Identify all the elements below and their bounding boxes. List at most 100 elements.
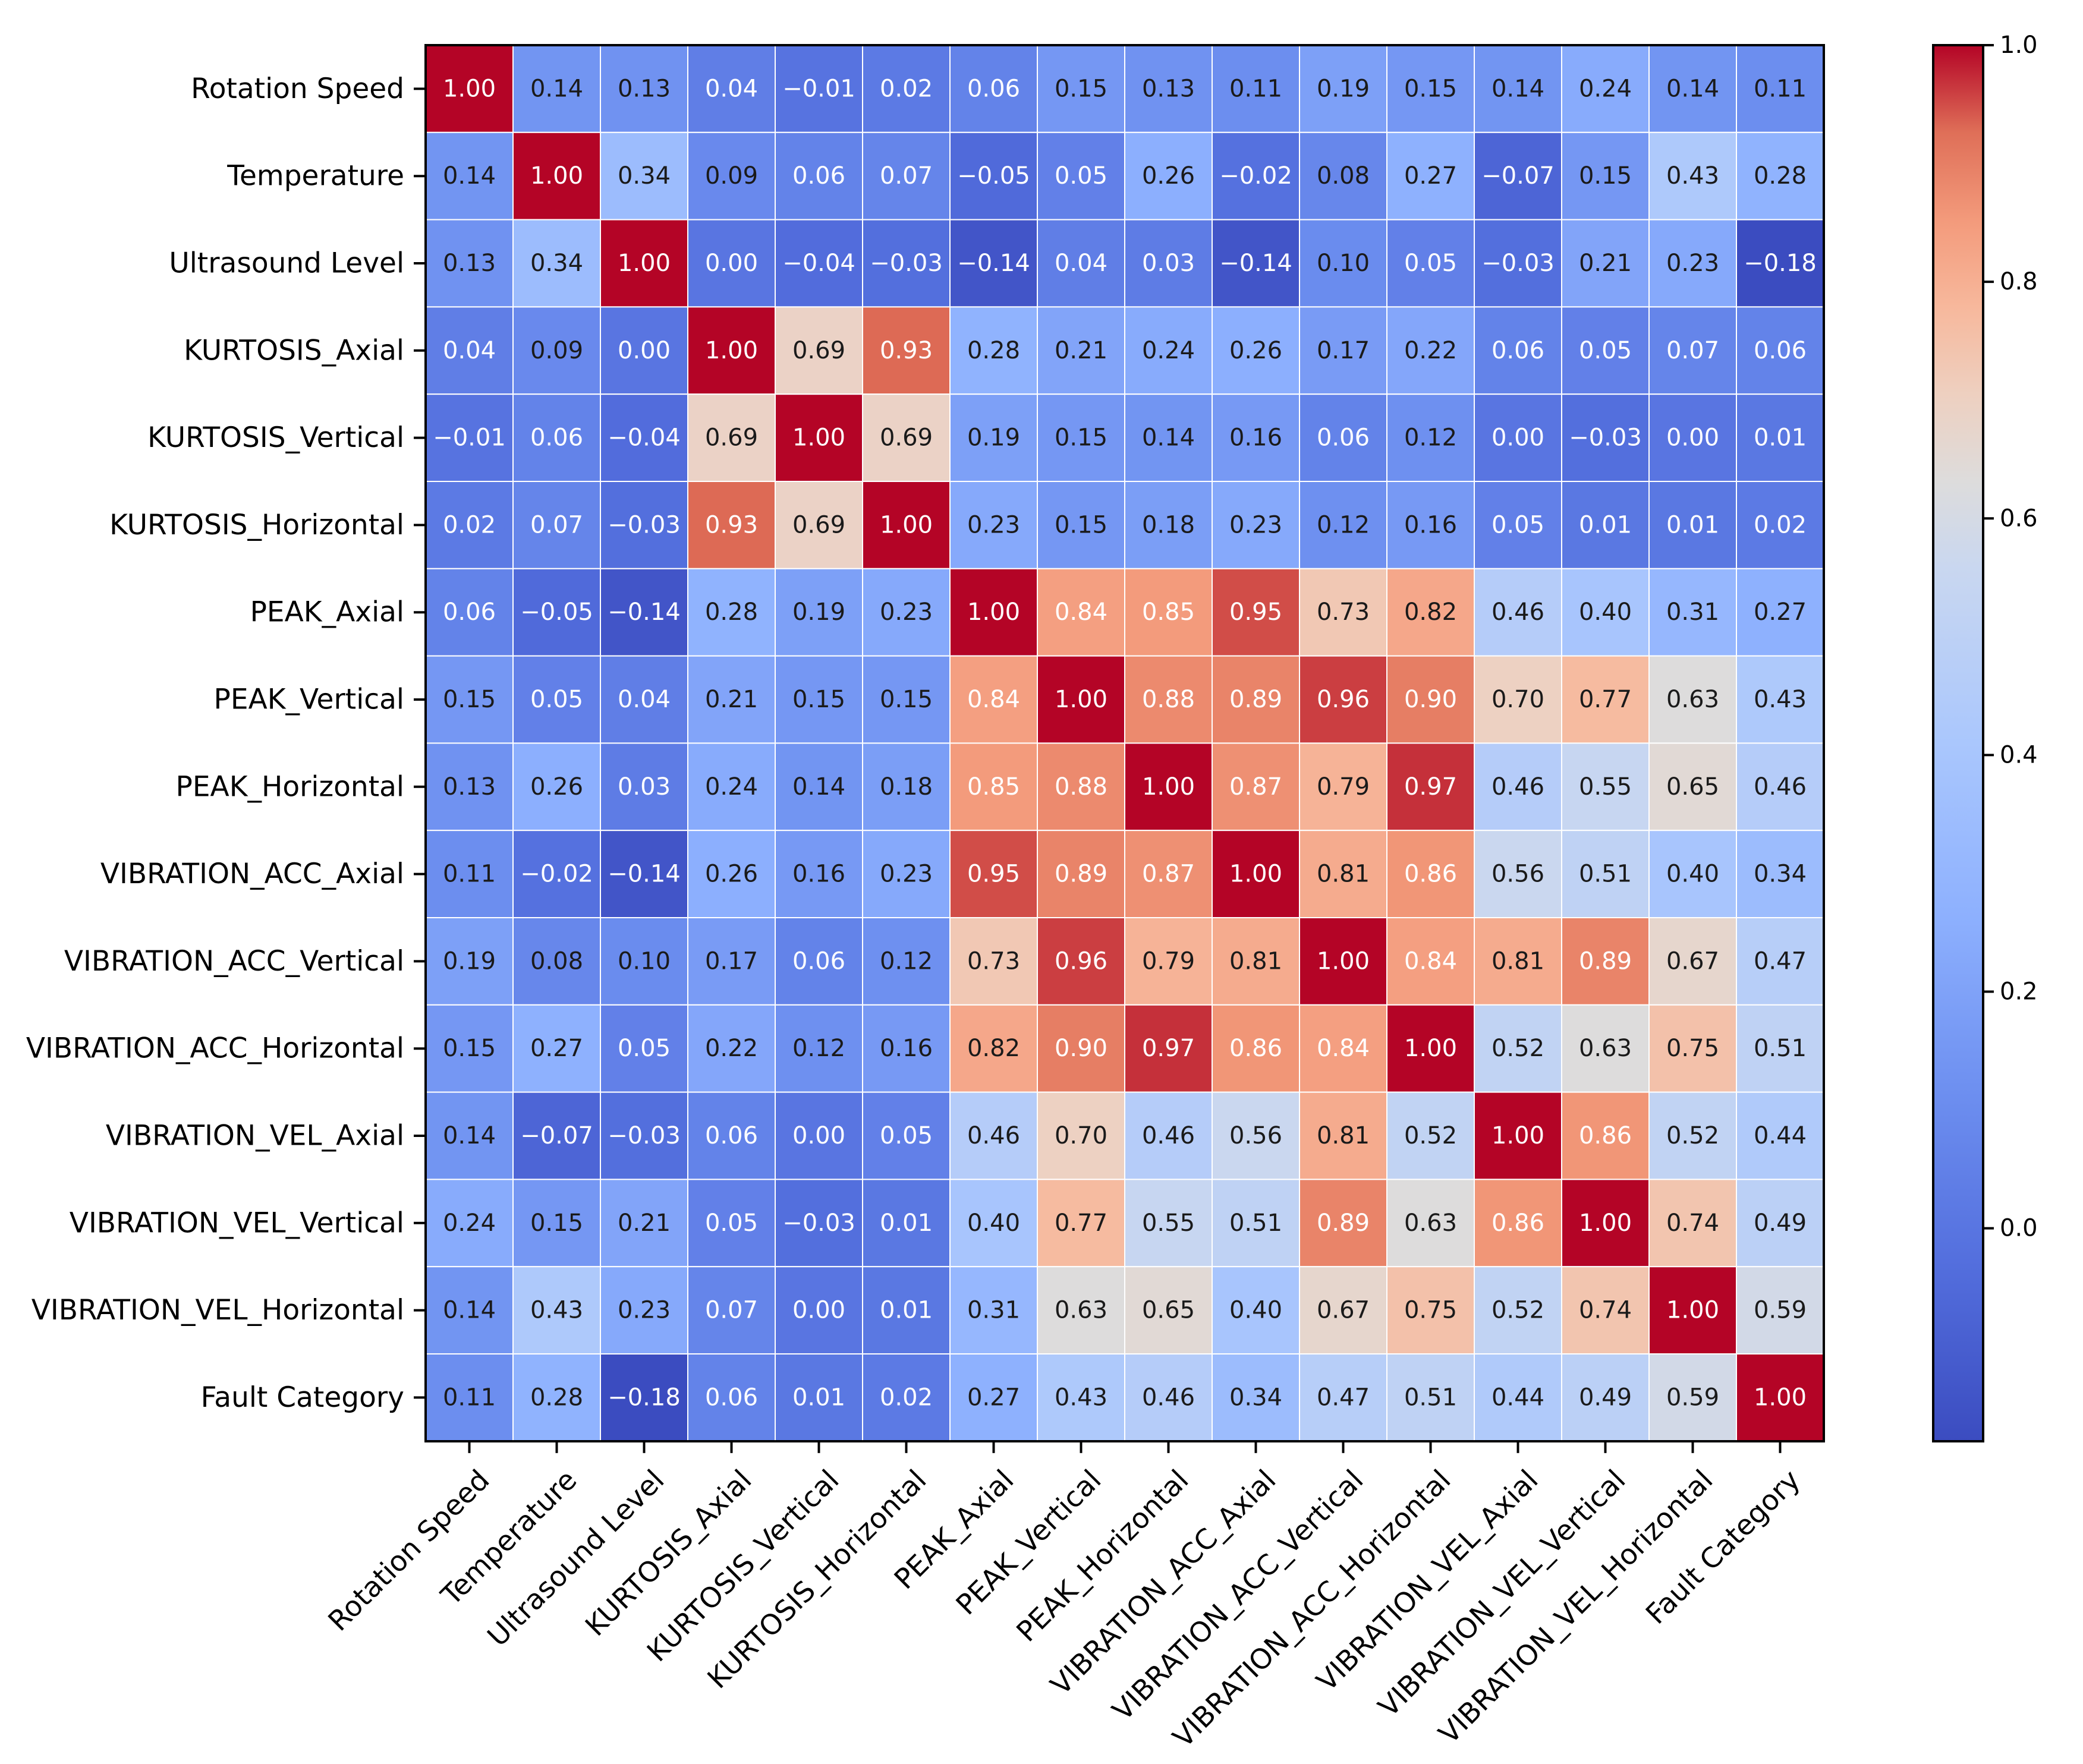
heatmap-value-r2-c2: 1.00 <box>618 250 671 277</box>
heatmap-cell-r10-c2 <box>600 917 688 1006</box>
heatmap-value-r0-c10: 0.19 <box>1317 75 1370 102</box>
heatmap-value-r6-c2: −0.14 <box>608 598 681 626</box>
heatmap-cell-r2-c5 <box>862 219 951 308</box>
heatmap-value-r2-c3: 0.00 <box>705 250 758 277</box>
heatmap-value-r14-c13: 0.74 <box>1579 1297 1632 1324</box>
heatmap-cell-r10-c1 <box>512 917 601 1006</box>
heatmap-value-r1-c15: 0.28 <box>1754 162 1807 190</box>
heatmap-value-r9-c13: 0.51 <box>1579 861 1632 888</box>
heatmap-value-r10-c4: 0.06 <box>792 947 845 975</box>
heatmap-cell-r10-c5 <box>862 917 951 1006</box>
heatmap-value-r2-c13: 0.21 <box>1579 250 1632 277</box>
heatmap-cell-r11-c5 <box>862 1004 951 1093</box>
heatmap-cell-r7-c11 <box>1386 655 1475 744</box>
heatmap-cell-r5-c1 <box>512 481 601 569</box>
heatmap-cell-r4-c2 <box>600 393 688 483</box>
heatmap-cell-r9-c15 <box>1736 830 1824 918</box>
heatmap-value-r4-c0: −0.01 <box>433 424 506 452</box>
heatmap-cell-r13-c3 <box>687 1179 776 1268</box>
heatmap-value-r2-c15: −0.18 <box>1744 250 1817 277</box>
heatmap-value-r8-c0: 0.13 <box>443 773 496 801</box>
heatmap-value-r14-c5: 0.01 <box>880 1297 933 1324</box>
heatmap-cell-r2-c6 <box>949 219 1038 308</box>
heatmap-cell-r12-c2 <box>600 1091 688 1180</box>
heatmap-value-r9-c8: 0.87 <box>1142 861 1195 888</box>
heatmap-value-r12-c11: 0.52 <box>1404 1122 1457 1149</box>
heatmap-value-r9-c6: 0.95 <box>967 861 1020 888</box>
heatmap-cell-r6-c5 <box>862 568 951 657</box>
heatmap-value-r9-c1: −0.02 <box>520 861 593 888</box>
heatmap-cell-r10-c0 <box>425 917 514 1006</box>
heatmap-cell-r0-c12 <box>1474 45 1562 133</box>
heatmap-cell-r6-c15 <box>1736 568 1824 657</box>
y-tick-label-vibration-acc-horizontal: VIBRATION_ACC_Horizontal <box>26 1032 404 1065</box>
heatmap-value-r3-c10: 0.17 <box>1317 337 1370 364</box>
heatmap-value-r12-c10: 0.81 <box>1317 1122 1370 1149</box>
heatmap-value-r11-c12: 0.52 <box>1492 1035 1544 1062</box>
heatmap-value-r14-c7: 0.63 <box>1055 1297 1107 1324</box>
heatmap-value-r3-c6: 0.28 <box>967 337 1020 364</box>
heatmap-value-r3-c15: 0.06 <box>1754 337 1807 364</box>
heatmap-cell-r13-c5 <box>862 1179 951 1268</box>
heatmap-value-r15-c2: −0.18 <box>608 1384 681 1411</box>
heatmap-value-r12-c2: −0.03 <box>608 1122 681 1149</box>
heatmap-cell-r13-c2 <box>600 1179 688 1268</box>
y-tick-label-vibration-vel-vertical: VIBRATION_VEL_Vertical <box>70 1207 404 1239</box>
heatmap-cell-r12-c15 <box>1736 1091 1824 1180</box>
heatmap-cell-r0-c9 <box>1212 45 1300 133</box>
heatmap-cell-r12-c6 <box>949 1091 1038 1180</box>
heatmap-value-r14-c11: 0.75 <box>1404 1297 1457 1324</box>
heatmap-cell-r3-c0 <box>425 306 514 395</box>
heatmap-cell-r4-c4 <box>775 393 863 483</box>
heatmap-cell-r12-c11 <box>1386 1091 1475 1180</box>
heatmap-value-r6-c11: 0.82 <box>1404 598 1457 626</box>
heatmap-value-r10-c7: 0.96 <box>1055 947 1107 975</box>
heatmap-cell-r8-c14 <box>1648 742 1737 831</box>
heatmap-value-r9-c11: 0.86 <box>1404 861 1457 888</box>
heatmap-cell-r3-c1 <box>512 306 601 395</box>
heatmap-value-r10-c14: 0.67 <box>1666 947 1719 975</box>
heatmap-value-r12-c1: −0.07 <box>520 1122 593 1149</box>
heatmap-value-r11-c0: 0.15 <box>443 1035 496 1062</box>
heatmap-value-r12-c6: 0.46 <box>967 1122 1020 1149</box>
heatmap-value-r9-c14: 0.40 <box>1666 861 1719 888</box>
heatmap-value-r4-c12: 0.00 <box>1492 424 1544 452</box>
heatmap-value-r0-c15: 0.11 <box>1754 75 1807 102</box>
heatmap-value-r11-c14: 0.75 <box>1666 1035 1719 1062</box>
heatmap-cell-r2-c12 <box>1474 219 1562 308</box>
heatmap-cell-r9-c2 <box>600 830 688 918</box>
y-axis: Rotation Speed Temperature Ultrasound Leve… <box>26 73 426 1414</box>
y-tick-label-kurtosis-axial: KURTOSIS_Axial <box>184 334 404 367</box>
heatmap-value-r7-c1: 0.05 <box>530 686 583 713</box>
heatmap-cell-r3-c7 <box>1037 306 1125 395</box>
heatmap-cell-r9-c11 <box>1386 830 1475 918</box>
heatmap-cell-r5-c14 <box>1648 481 1737 569</box>
heatmap-cell-r11-c0 <box>425 1004 514 1093</box>
heatmap-value-r14-c14: 1.00 <box>1666 1297 1719 1324</box>
heatmap-cell-r6-c2 <box>600 568 688 657</box>
heatmap-cell-r11-c1 <box>512 1004 601 1093</box>
heatmap-cell-r12-c9 <box>1212 1091 1300 1180</box>
heatmap-cell-r13-c4 <box>775 1179 863 1268</box>
heatmap-cell-r0-c4 <box>775 45 863 133</box>
heatmap-frame <box>424 44 1825 1442</box>
heatmap-value-r15-c13: 0.49 <box>1579 1384 1632 1411</box>
heatmap-value-r9-c3: 0.26 <box>705 861 758 888</box>
heatmap-cell-r5-c3 <box>687 481 776 569</box>
heatmap-value-r1-c3: 0.09 <box>705 162 758 190</box>
heatmap-value-r10-c0: 0.19 <box>443 947 496 975</box>
heatmap-value-r0-c0: 1.00 <box>443 75 496 102</box>
heatmap-value-r0-c13: 0.24 <box>1579 75 1632 102</box>
heatmap-value-r12-c15: 0.44 <box>1754 1122 1807 1149</box>
heatmap-cell-r13-c14 <box>1648 1179 1737 1268</box>
heatmap-cell-r0-c11 <box>1386 45 1475 133</box>
heatmap-value-r6-c13: 0.40 <box>1579 598 1632 626</box>
heatmap-cell-r6-c13 <box>1561 568 1650 657</box>
heatmap-cell-r1-c3 <box>687 131 776 220</box>
heatmap-cell-r1-c8 <box>1124 131 1213 220</box>
heatmap-value-r15-c6: 0.27 <box>967 1384 1020 1411</box>
heatmap-value-r8-c14: 0.65 <box>1666 773 1719 801</box>
heatmap-value-r3-c5: 0.93 <box>880 337 933 364</box>
heatmap-cell-r7-c9 <box>1212 655 1300 744</box>
heatmap-value-r2-c12: −0.03 <box>1481 250 1555 277</box>
